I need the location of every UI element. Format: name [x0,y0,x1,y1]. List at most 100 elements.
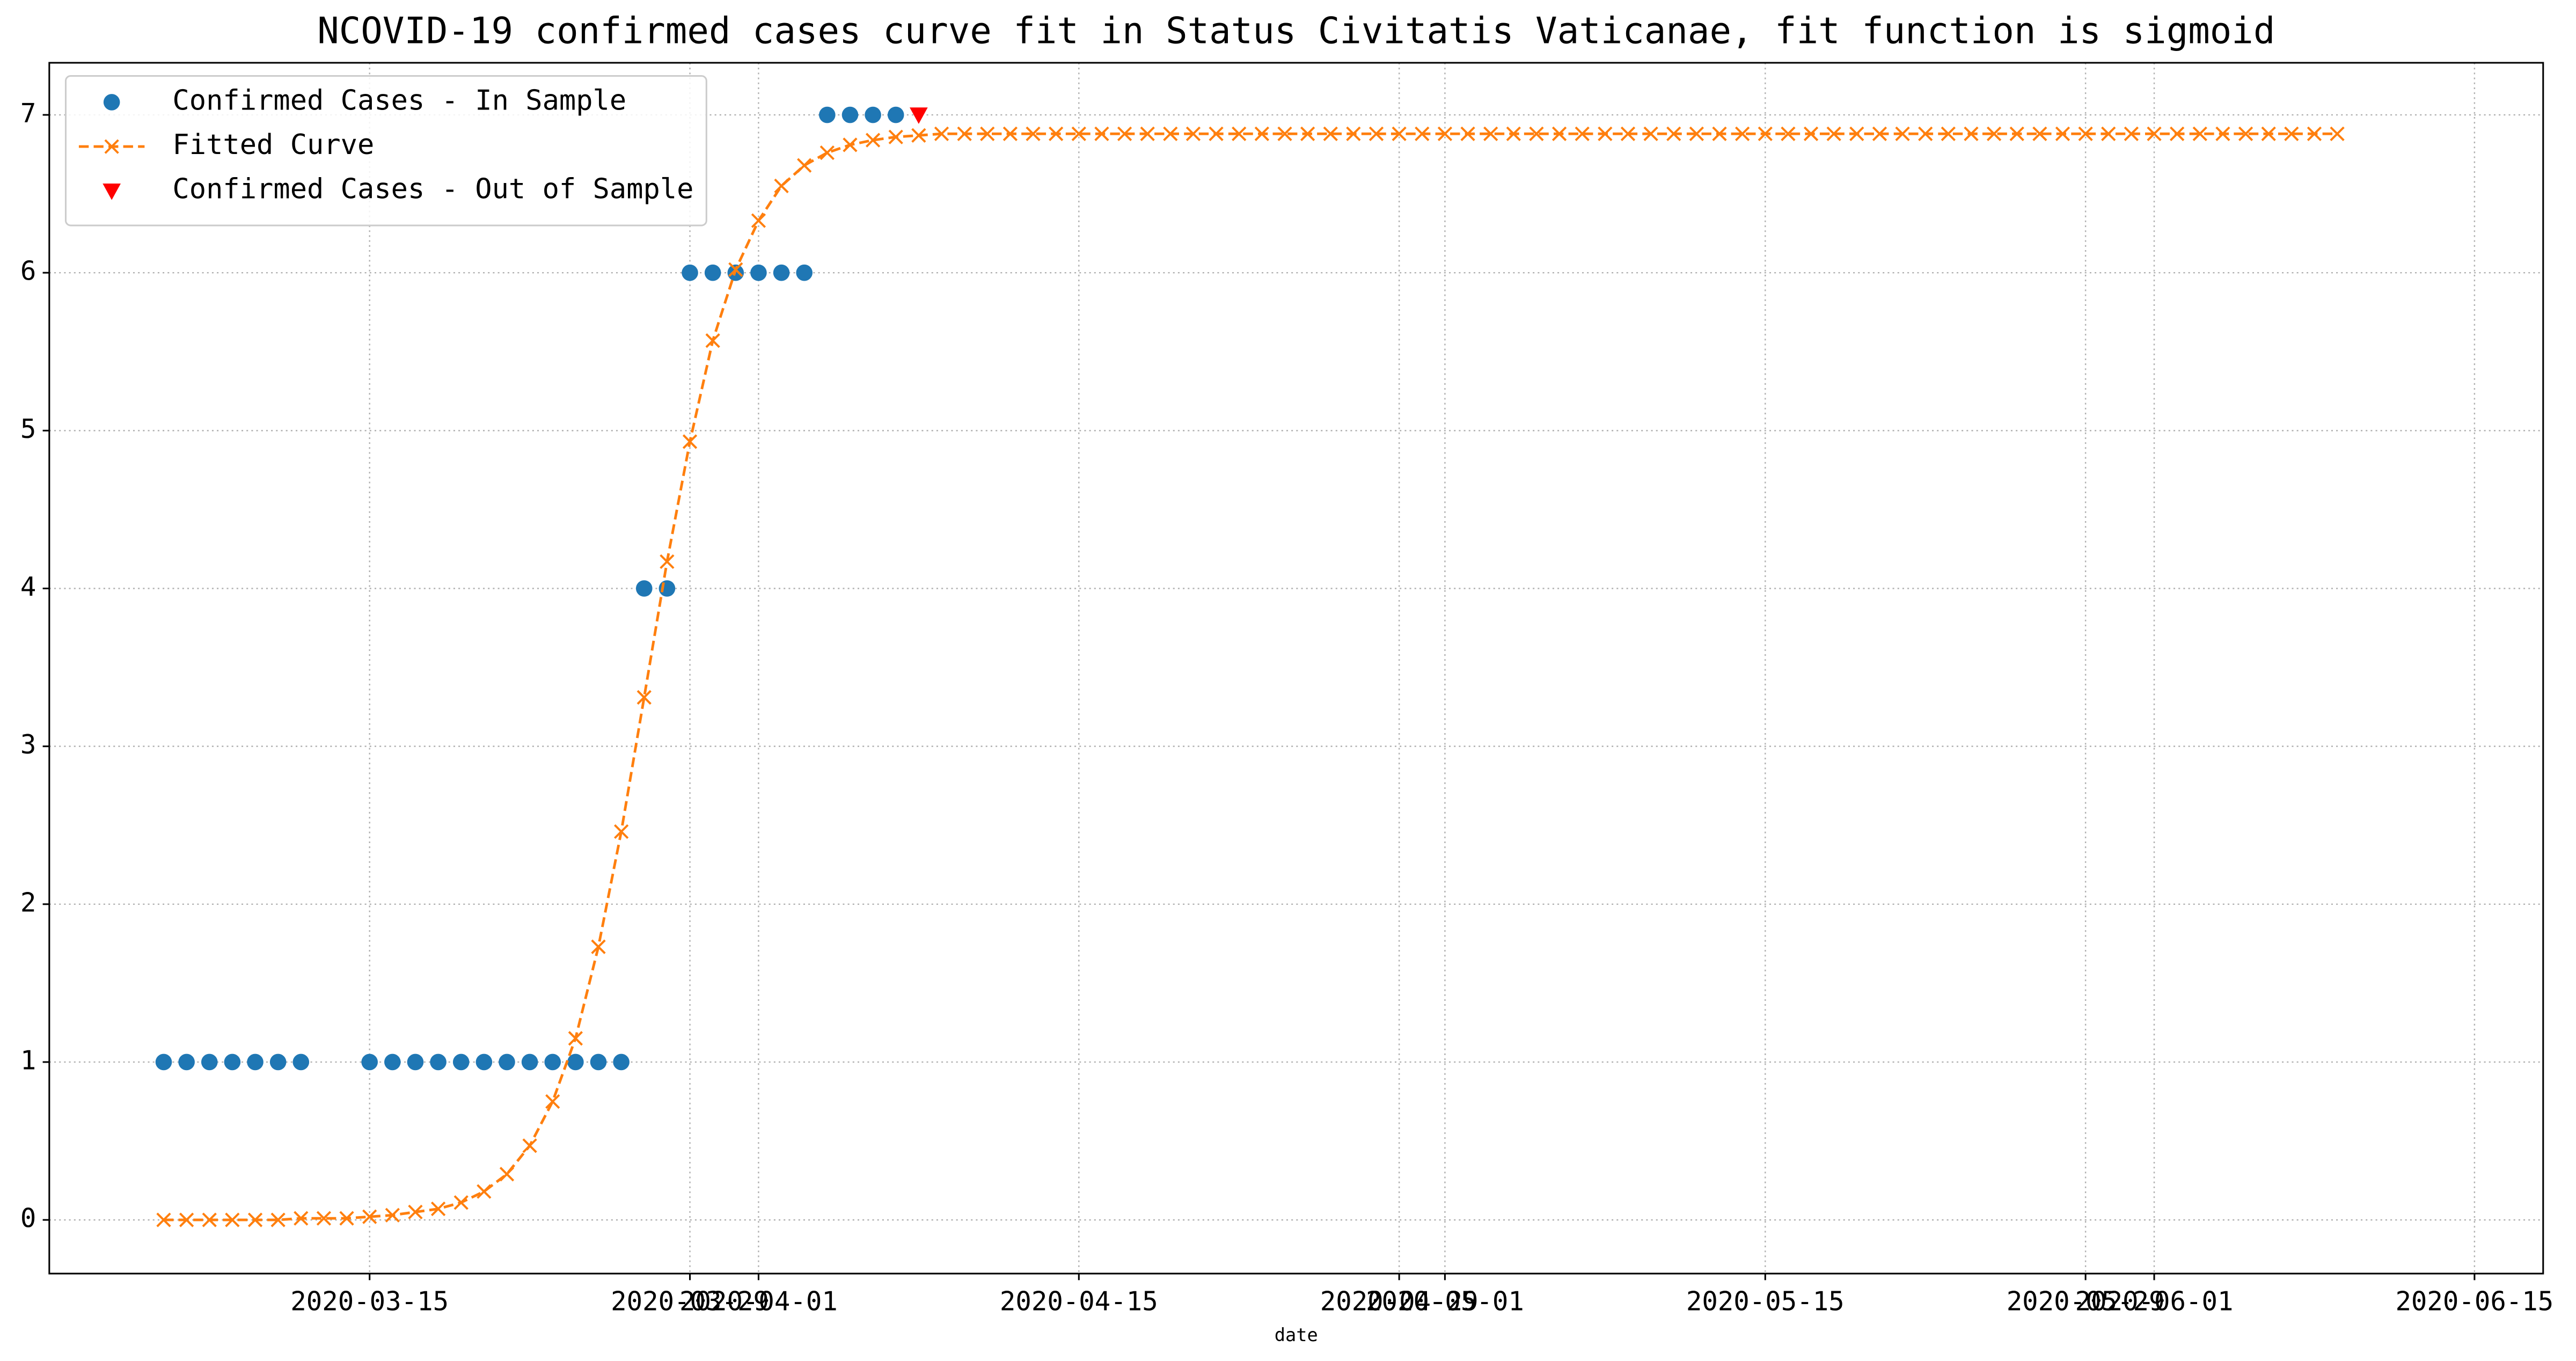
point [224,1053,241,1071]
point [178,1053,195,1071]
point [774,178,789,194]
x-tick-label: 2020-04-29 [1320,1286,1479,1317]
point [1941,126,1956,141]
point [292,1053,310,1071]
y-tick-label: 0 [20,1203,36,1234]
point [1277,126,1292,141]
point [270,1212,286,1227]
point [567,1053,584,1071]
point [385,1208,400,1223]
point [544,1053,561,1071]
point [247,1053,264,1071]
point [316,1211,332,1226]
point [635,580,653,597]
point [660,554,675,569]
legend-marker [103,183,121,200]
point [980,126,995,141]
legend-label: Confirmed Cases - Out of Sample [172,173,693,206]
point [384,1053,401,1071]
point [452,1053,470,1071]
legend-label: Confirmed Cases - In Sample [172,84,626,116]
point [1712,126,1727,141]
point [591,939,606,954]
point [1346,126,1361,141]
point [2147,126,2162,141]
point [247,1212,263,1227]
point [1437,126,1453,141]
point [1071,126,1086,141]
point [477,1184,492,1199]
point [1163,126,1178,141]
y-tick-label: 3 [20,729,36,760]
point [2284,126,2299,141]
point [1140,126,1155,141]
point [1185,126,1201,141]
point [1300,126,1315,141]
point [2169,126,2185,141]
point [773,264,790,281]
point [1781,126,1796,141]
point [453,1195,469,1210]
point [934,126,949,141]
point [1849,126,1864,141]
point [1986,126,2002,141]
point [1575,126,1590,141]
point [957,126,972,141]
point [1323,126,1338,141]
point [1666,126,1681,141]
point [1803,126,1819,141]
point [521,1053,538,1071]
x-tick-label: 2020-05-01 [1366,1286,1524,1317]
point [1117,126,1132,141]
point [2307,126,2322,141]
x-tick-label: 2020-03-29 [611,1286,769,1317]
point [590,1053,607,1071]
point [797,158,812,173]
point [888,129,903,144]
point [1368,126,1384,141]
point [568,1031,583,1046]
point [2009,126,2024,141]
point [156,1212,171,1227]
point [1735,126,1750,141]
point [819,145,835,160]
point [1964,126,1979,141]
point [522,1138,537,1153]
legend-marker [103,94,120,111]
point [1872,126,1887,141]
point [2192,126,2207,141]
point [361,1053,378,1071]
x-tick-label: 2020-05-29 [2007,1286,2165,1317]
point [545,1094,560,1109]
legend-label: Fitted Curve [172,129,374,161]
point [796,264,813,281]
point [1460,126,1475,141]
x-tick-label: 2020-03-15 [290,1286,449,1317]
point [294,1211,309,1226]
point [1254,126,1270,141]
point [2032,126,2047,141]
point [430,1053,447,1071]
point [1094,126,1109,141]
chart-title: NCOVID-19 confirmed cases curve fit in S… [317,9,2275,52]
point [682,434,698,449]
point [843,137,858,152]
point [1049,126,1064,141]
point [751,213,766,228]
point [865,106,881,123]
point [2215,126,2230,141]
point [1002,126,1018,141]
point [408,1204,423,1220]
point [362,1209,377,1224]
point [499,1167,515,1182]
point [1598,126,1613,141]
point [1552,126,1567,141]
point [1232,126,1247,141]
point [1529,126,1544,141]
point [1758,126,1773,141]
point [1620,126,1636,141]
point [841,106,859,123]
x-axis-label: date [1275,1325,1318,1345]
point [2261,126,2276,141]
point [705,333,720,348]
